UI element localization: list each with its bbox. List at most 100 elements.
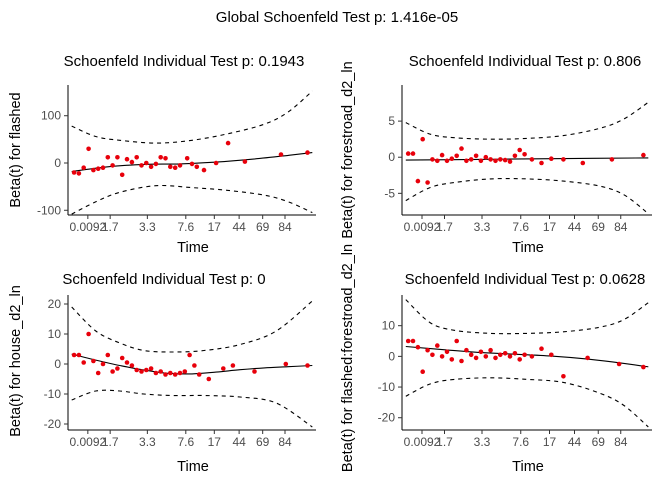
x-tick-label: 44 xyxy=(568,435,582,449)
residual-point xyxy=(435,343,440,348)
residual-point xyxy=(493,158,498,164)
residual-point xyxy=(100,361,106,367)
residual-point xyxy=(468,157,474,162)
residual-point xyxy=(71,352,77,358)
residual-point xyxy=(168,370,173,376)
residual-point xyxy=(454,338,460,344)
residual-point xyxy=(213,160,219,166)
x-tick-label: 1.7 xyxy=(102,220,119,234)
fit-line xyxy=(71,353,313,375)
residual-point xyxy=(124,360,130,365)
residual-point xyxy=(609,157,615,162)
x-tick-label: 44 xyxy=(232,220,246,234)
residual-point xyxy=(81,360,86,365)
x-tick-label: 1.7 xyxy=(436,435,453,449)
residual-point xyxy=(415,344,421,350)
residual-point xyxy=(144,160,149,166)
residual-point xyxy=(163,156,168,161)
x-tick-label: 17 xyxy=(543,220,557,234)
x-tick-label: 84 xyxy=(614,435,628,449)
x-tick-label: 17 xyxy=(543,435,557,449)
residual-point xyxy=(230,363,236,368)
ci-lower-line xyxy=(405,177,649,215)
panel-4: Schoenfeld Individual Test p: 0.0628 -20 -… xyxy=(340,244,652,475)
residual-point xyxy=(478,349,484,355)
x-tick-label: 1.7 xyxy=(102,435,119,449)
residual-point xyxy=(488,157,493,162)
residual-point xyxy=(184,156,190,161)
residual-point xyxy=(225,140,231,146)
residual-point xyxy=(641,364,646,370)
residual-point xyxy=(430,157,435,162)
main-title: Global Schoenfeld Test p: 1.416e-05 xyxy=(216,9,458,26)
residual-point xyxy=(110,369,115,374)
y-tick-label: 10 xyxy=(382,319,396,333)
residual-point xyxy=(71,170,77,175)
residual-point xyxy=(439,152,445,158)
residual-point xyxy=(305,150,310,155)
residual-point xyxy=(454,153,460,159)
y-tick-label: 0 xyxy=(388,150,395,164)
residual-point xyxy=(172,165,178,170)
y-tick-label: -10 xyxy=(44,387,62,401)
residual-point xyxy=(507,354,513,359)
residual-point xyxy=(105,155,111,160)
x-tick-label: 3.3 xyxy=(474,435,491,449)
residual-point xyxy=(134,367,139,373)
ci-lower-line xyxy=(71,389,313,428)
y-tick-label: -10 xyxy=(378,380,396,394)
residual-point xyxy=(561,157,566,162)
residual-point xyxy=(182,369,188,374)
residual-point xyxy=(192,363,197,368)
residual-point xyxy=(502,351,508,356)
residual-point xyxy=(95,166,101,171)
x-tick-label: 3.3 xyxy=(139,220,156,234)
y-tick-label: -20 xyxy=(44,417,62,431)
ci-upper-line xyxy=(71,90,313,144)
residual-point xyxy=(420,369,426,375)
ci-upper-line xyxy=(71,300,313,353)
residual-point xyxy=(158,369,163,374)
x-tick-label: 3.3 xyxy=(139,435,156,449)
residual-point xyxy=(507,159,513,164)
residual-point xyxy=(163,372,168,377)
x-tick-label: 17 xyxy=(208,220,222,234)
panel-title: Schoenfeld Individual Test p: 0.0628 xyxy=(405,271,646,288)
y-axis-title: Beta(t) for flashed:forestroad_d2_ln xyxy=(340,244,356,472)
residual-point xyxy=(435,158,440,164)
residual-point xyxy=(529,354,535,359)
residual-point xyxy=(420,136,426,142)
residual-point xyxy=(410,338,416,344)
residual-point xyxy=(305,363,310,368)
y-tick-label: 0 xyxy=(388,349,395,363)
residual-point xyxy=(177,163,183,168)
residual-point xyxy=(115,155,120,160)
residual-point xyxy=(425,347,430,353)
residual-point xyxy=(473,153,479,159)
x-tick-label: 7.6 xyxy=(512,435,529,449)
residual-point xyxy=(148,366,154,371)
residual-point xyxy=(129,363,135,368)
residual-point xyxy=(91,167,96,173)
panel-3: Schoenfeld Individual Test p: 0 -20 -10 0 10… xyxy=(8,271,316,475)
y-axis-title: Beta(t) for flashed xyxy=(8,92,24,207)
y-tick-label: -5 xyxy=(384,186,395,200)
residual-point xyxy=(444,349,450,355)
residual-point xyxy=(196,372,202,377)
residual-point xyxy=(86,331,91,337)
residual-point xyxy=(134,155,139,160)
residual-point xyxy=(444,158,450,164)
x-axis-title: Time xyxy=(512,459,544,475)
residual-point xyxy=(585,355,590,361)
x-tick-label: 69 xyxy=(592,435,606,449)
residual-point xyxy=(168,164,173,170)
residual-point xyxy=(129,159,135,165)
y-tick-label: 0 xyxy=(54,357,61,371)
y-tick-label: -100 xyxy=(37,203,61,217)
x-tick-label: 3.3 xyxy=(474,220,491,234)
residual-point xyxy=(110,163,115,168)
residual-point xyxy=(539,160,544,166)
ci-upper-line xyxy=(405,299,649,335)
y-tick-label: 0 xyxy=(54,156,61,170)
